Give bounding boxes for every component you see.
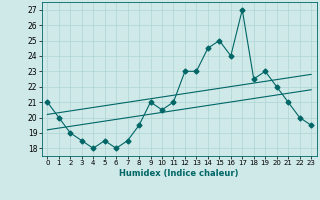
X-axis label: Humidex (Indice chaleur): Humidex (Indice chaleur) — [119, 169, 239, 178]
